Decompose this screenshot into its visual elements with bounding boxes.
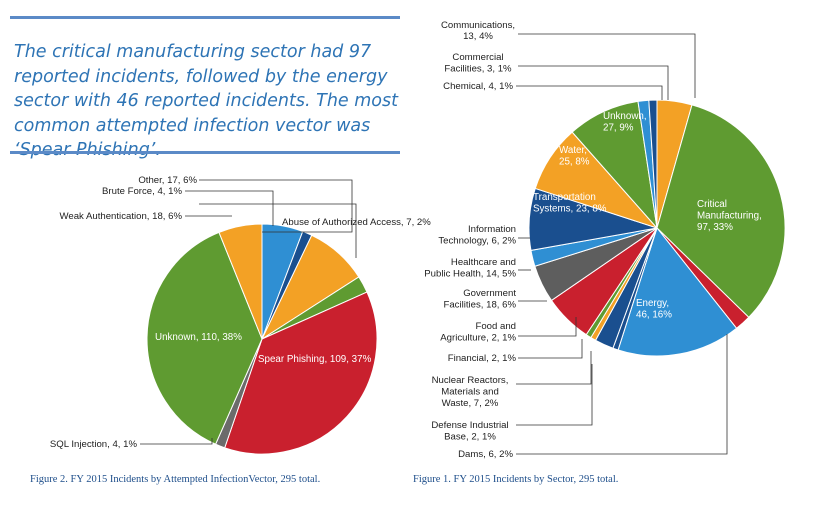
vector-chart-caption: Figure 2. FY 2015 Incidents by Attempted… [30, 474, 321, 485]
vector-label-other: Other, 17, 6% [138, 175, 197, 186]
vector-label-abuse-of-authorized-access: Abuse of Authorized Access, 7, 2% [282, 217, 431, 228]
sector-leader-defense-industrial-base [516, 364, 593, 426]
vector-label-brute-force: Brute Force, 4, 1% [102, 186, 182, 197]
vector-label-sql-injection: SQL Injection, 4, 1% [50, 439, 138, 450]
vector-leader-network-scanning-probing [199, 203, 357, 258]
vector-pie [146, 223, 378, 455]
sector-leader-communications [518, 33, 696, 98]
sector-label-defense-industrial-base: Defense Industrial Base, 2, 1% [431, 420, 508, 443]
sector-slice-commercial-facilities [648, 99, 658, 229]
sector-label-information-technology: Information Technology, 6, 2% [438, 224, 516, 247]
sector-label-commercial-facilities: Commercial Facilities, 3, 1% [444, 52, 512, 75]
sector-slice-energy [617, 226, 738, 357]
vector-leader-sql-injection [140, 438, 213, 445]
vector-slice-spear-phishing [224, 291, 378, 455]
sector-label-nuclear-reactors: Nuclear Reactors, Materials and Waste, 7, … [432, 375, 509, 409]
sector-leader-dams [516, 334, 728, 455]
sector-leader-chemical [516, 85, 663, 100]
callout-bottom-rule [10, 151, 400, 154]
vector-label-weak-authentication: Weak Authentication, 18, 6% [60, 211, 183, 222]
vector-leader-other [199, 179, 353, 233]
callout-text: The critical manufacturing sector had 97… [14, 42, 398, 160]
sector-label-unknown: Unknown, 27, 9% [603, 111, 647, 134]
vector-label-unknown: Unknown, 110, 38% [155, 332, 242, 343]
sector-label-critical-manufacturing: Critical Manufacturing, 97, 33% [697, 199, 762, 233]
sector-slice-critical-manufacturing [656, 104, 786, 319]
sector-label-communications: Communications, 13, 4% [441, 20, 515, 42]
callout-top-rule [10, 16, 400, 19]
sector-leader-nuclear-reactors [516, 351, 592, 385]
sector-label-chemical: Chemical, 4, 1% [443, 81, 513, 92]
sector-leader-commercial-facilities [518, 65, 669, 100]
vector-slice-weak-authentication [218, 223, 263, 340]
sector-label-government-facilities: Government Facilities, 18, 6% [443, 288, 516, 311]
sector-label-financial: Financial, 2, 1% [448, 353, 517, 364]
sector-chart-caption: Figure 1. FY 2015 Incidents by Sector, 2… [413, 474, 619, 485]
sector-label-healthcare-and-public-health: Healthcare and Public Health, 14, 5% [424, 257, 516, 280]
sector-label-transportation-systems: Transportation Systems, 23, 8% [533, 192, 607, 215]
sector-label-dams: Dams, 6, 2% [458, 449, 513, 460]
sector-leader-financial [518, 339, 583, 359]
sector-label-food-and-agriculture: Food and Agriculture, 2, 1% [440, 321, 516, 344]
vector-label-spear-phishing: Spear Phishing, 109, 37% [258, 354, 372, 365]
vector-leader-brute-force [185, 190, 274, 226]
sector-pie [528, 99, 786, 357]
sector-leader-food-and-agriculture [518, 317, 577, 337]
vector-label-network-scanning-probing: Network Scanning/Probing, 26, 9% [153, 199, 197, 245]
sector-label-energy: Energy, 46, 16% [636, 298, 672, 321]
sector-label-water: Water, 25, 8% [559, 145, 590, 168]
vector-slice-unknown [146, 231, 263, 445]
